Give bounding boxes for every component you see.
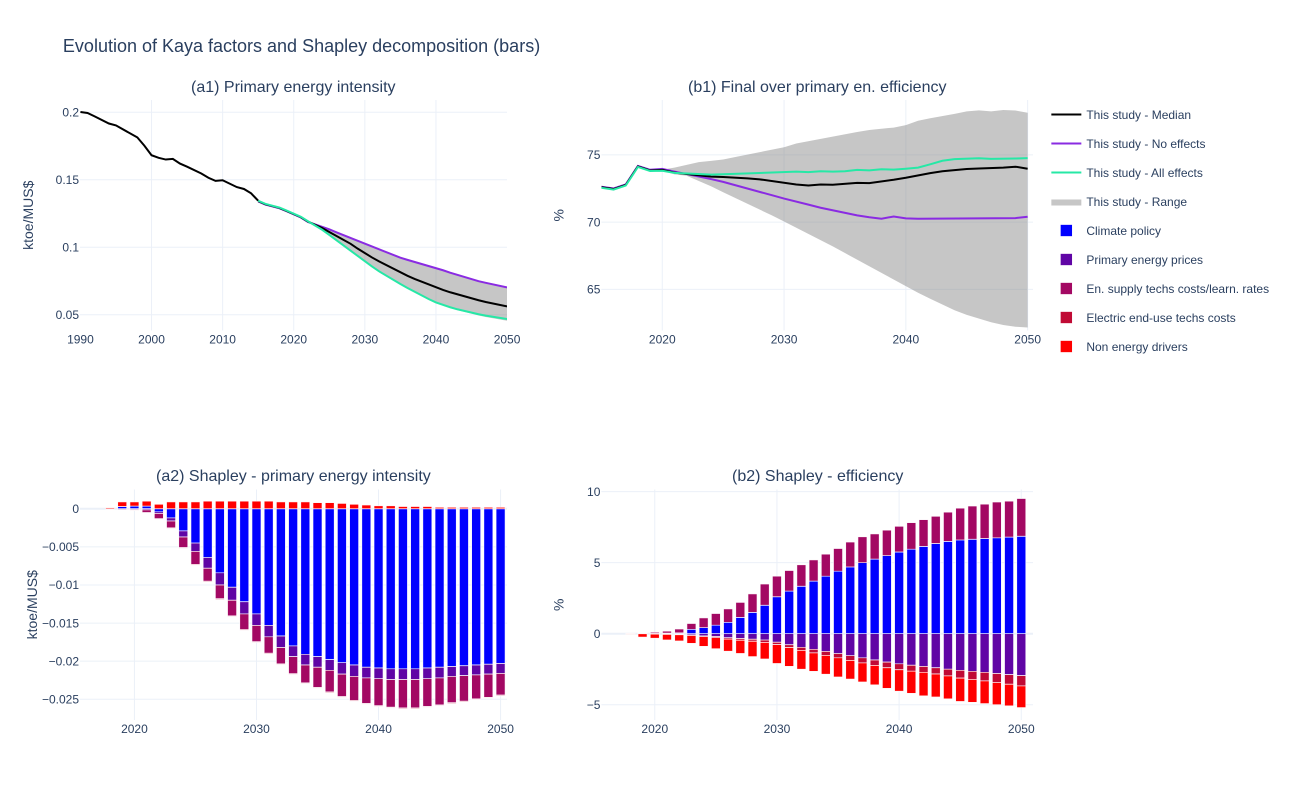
svg-text:2050: 2050	[487, 722, 514, 736]
svg-text:This study - Range: This study - Range	[1086, 195, 1187, 209]
svg-text:ktoe/MUS$: ktoe/MUS$	[20, 180, 36, 249]
svg-text:Primary energy prices: Primary energy prices	[1086, 253, 1203, 267]
svg-text:65: 65	[587, 283, 601, 297]
svg-text:75: 75	[587, 148, 601, 162]
svg-text:This study - All effects: This study - All effects	[1086, 166, 1203, 180]
svg-text:2040: 2040	[886, 722, 913, 736]
svg-text:70: 70	[587, 215, 601, 229]
svg-text:This study - No effects: This study - No effects	[1086, 137, 1205, 151]
svg-text:−0.025: −0.025	[42, 692, 79, 706]
svg-text:2030: 2030	[771, 333, 798, 347]
svg-text:−0.01: −0.01	[49, 578, 80, 592]
svg-text:En. supply techs costs/learn.: En. supply techs costs/learn. rates	[1086, 282, 1269, 296]
svg-text:2020: 2020	[280, 333, 307, 347]
svg-text:0: 0	[72, 502, 79, 516]
svg-text:2050: 2050	[494, 333, 521, 347]
svg-text:10: 10	[587, 485, 601, 499]
svg-text:−0.02: −0.02	[49, 654, 80, 668]
svg-text:This study - Median: This study - Median	[1086, 108, 1191, 122]
svg-text:(a2) Shapley - primary energy: (a2) Shapley - primary energy intensity	[156, 468, 431, 485]
svg-text:%: %	[550, 209, 566, 221]
svg-text:Electric end-use techs costs: Electric end-use techs costs	[1086, 311, 1235, 325]
svg-text:Evolution of Kaya factors and: Evolution of Kaya factors and Shapley de…	[63, 36, 540, 56]
svg-text:2050: 2050	[1014, 333, 1041, 347]
svg-text:−0.005: −0.005	[42, 540, 79, 554]
svg-text:(b2) Shapley - efficiency: (b2) Shapley - efficiency	[732, 468, 903, 485]
svg-text:Non energy drivers: Non energy drivers	[1086, 340, 1187, 354]
svg-text:2030: 2030	[351, 333, 378, 347]
svg-text:2040: 2040	[423, 333, 450, 347]
svg-text:0: 0	[594, 627, 601, 641]
svg-text:2040: 2040	[893, 333, 920, 347]
svg-text:−5: −5	[587, 698, 601, 712]
svg-text:(a1) Primary energy intensity: (a1) Primary energy intensity	[191, 79, 396, 96]
svg-text:2030: 2030	[243, 722, 270, 736]
svg-text:0.15: 0.15	[56, 173, 80, 187]
svg-text:%: %	[550, 599, 566, 611]
svg-text:2040: 2040	[365, 722, 392, 736]
svg-text:2000: 2000	[138, 333, 165, 347]
svg-text:2010: 2010	[209, 333, 236, 347]
svg-text:2050: 2050	[1008, 722, 1035, 736]
svg-text:−0.015: −0.015	[42, 616, 79, 630]
svg-text:0.2: 0.2	[62, 106, 79, 120]
svg-text:5: 5	[594, 556, 601, 570]
svg-text:2020: 2020	[641, 722, 668, 736]
svg-text:1990: 1990	[67, 333, 94, 347]
svg-text:2030: 2030	[764, 722, 791, 736]
svg-text:(b1) Final over primary en. ef: (b1) Final over primary en. efficiency	[688, 79, 946, 96]
svg-text:2020: 2020	[121, 722, 148, 736]
svg-text:ktoe/MUS$: ktoe/MUS$	[24, 570, 40, 639]
svg-text:0.1: 0.1	[62, 241, 79, 255]
svg-text:Climate policy: Climate policy	[1086, 224, 1161, 238]
svg-text:2020: 2020	[649, 333, 676, 347]
svg-text:0.05: 0.05	[56, 308, 80, 322]
